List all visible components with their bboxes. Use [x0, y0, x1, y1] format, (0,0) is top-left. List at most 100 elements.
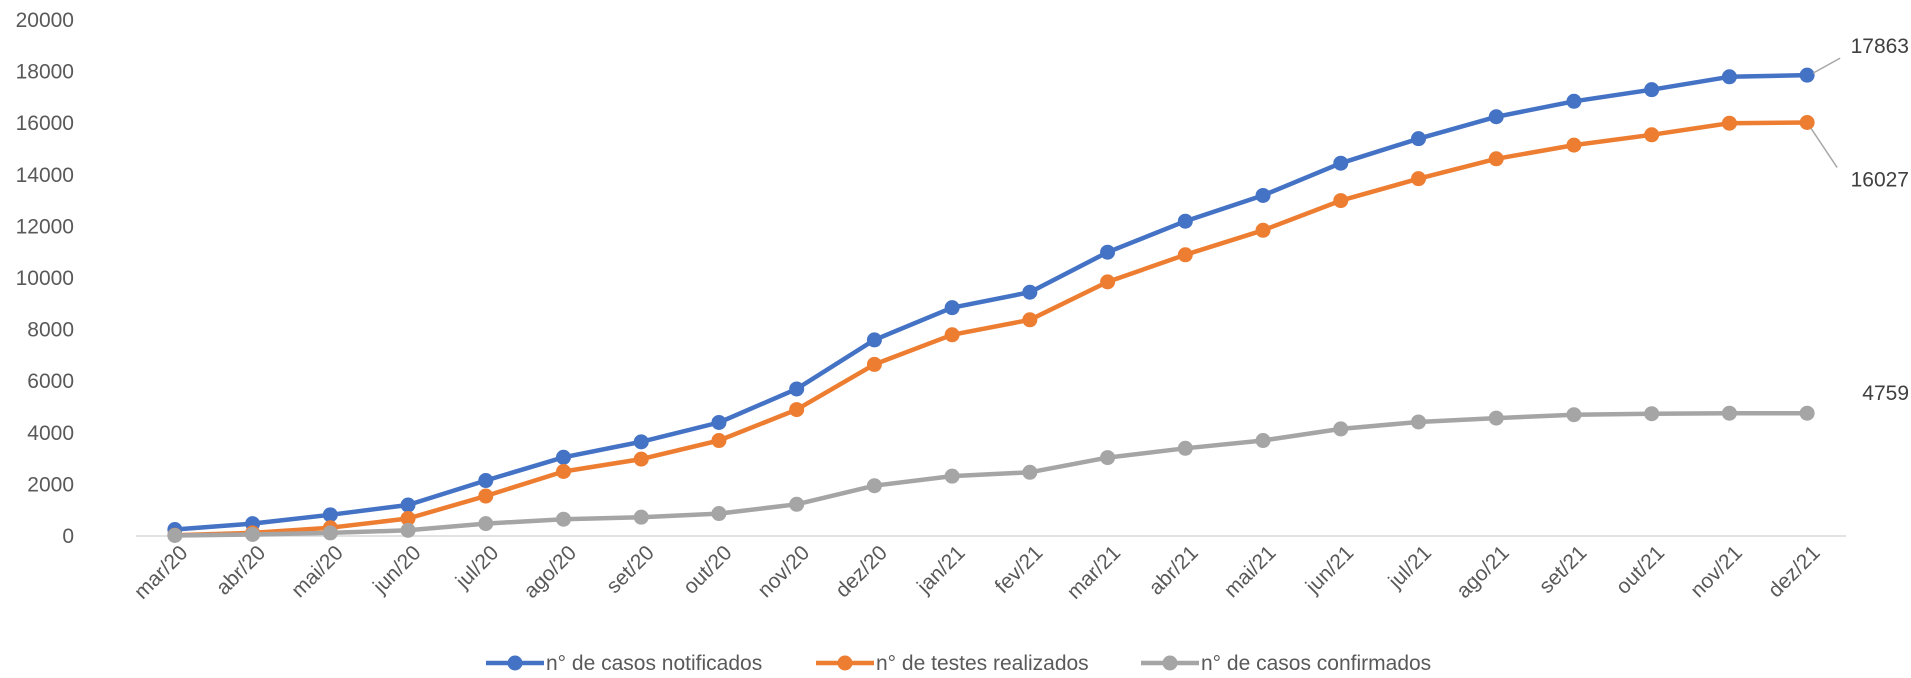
data-point	[167, 527, 183, 543]
legend-marker	[1162, 655, 1178, 671]
data-point	[1566, 137, 1582, 153]
data-point	[789, 402, 805, 418]
data-point	[1488, 109, 1504, 125]
x-tick-label: ago/20	[519, 541, 581, 603]
y-tick-label: 20000	[16, 9, 74, 32]
series-1	[167, 67, 1815, 538]
y-tick-label: 6000	[27, 370, 74, 393]
data-point	[789, 496, 805, 512]
data-point	[1022, 284, 1038, 300]
series-3	[167, 405, 1815, 543]
data-point	[1411, 131, 1426, 147]
x-tick-label: jun/20	[368, 541, 425, 598]
data-point	[944, 300, 960, 316]
x-tick-label: out/20	[679, 541, 737, 599]
data-point	[1177, 440, 1193, 456]
y-tick-label: 10000	[16, 267, 74, 290]
x-tick-label: mar/20	[130, 541, 192, 603]
data-point	[944, 327, 960, 343]
x-tick-label: jun/21	[1301, 541, 1358, 598]
legend-item: n° de testes realizados	[816, 652, 1089, 675]
x-axis: mar/20 abr/20 mai/20 jun/20 jul/20 ago/20 set/…	[130, 535, 1846, 604]
legend-marker	[507, 655, 523, 671]
series-layer	[167, 67, 1815, 543]
data-point	[1411, 414, 1426, 430]
data-point	[245, 526, 261, 542]
x-tick-label: nov/21	[1686, 541, 1747, 602]
x-tick-label: set/20	[602, 541, 659, 598]
y-tick-label: 8000	[27, 319, 74, 342]
data-point	[1644, 406, 1660, 422]
x-tick-label: dez/21	[1764, 541, 1825, 602]
data-point	[1333, 421, 1349, 437]
y-tick-label: 2000	[27, 473, 74, 496]
y-tick-label: 16000	[16, 112, 74, 135]
series-line	[172, 410, 1810, 538]
data-point	[1177, 213, 1193, 229]
legend-item: n° de casos notificados	[486, 652, 762, 675]
x-tick-label: out/21	[1612, 541, 1670, 599]
data-point	[1721, 405, 1737, 421]
data-point	[1022, 312, 1038, 328]
y-axis: 0 2000 4000 6000 8000 10000 12000 14000 16000 180…	[16, 9, 74, 548]
y-tick-label: 14000	[16, 164, 74, 187]
data-point	[1721, 115, 1737, 131]
data-point	[400, 522, 416, 538]
legend-marker	[837, 655, 853, 671]
legend-label: n° de casos confirmados	[1201, 652, 1431, 673]
legend-label: n° de testes realizados	[876, 652, 1089, 673]
x-tick-label: mai/21	[1220, 541, 1281, 602]
data-point	[633, 509, 649, 525]
series-line	[172, 120, 1810, 538]
x-tick-label: nov/20	[753, 541, 814, 602]
end-data-label: 4759	[1862, 382, 1909, 405]
data-point	[1255, 222, 1271, 238]
data-point	[1566, 93, 1582, 109]
data-point	[400, 497, 416, 513]
x-tick-label: mar/21	[1063, 541, 1125, 603]
data-point	[478, 516, 494, 532]
end-data-label: 16027	[1851, 169, 1909, 192]
x-tick-label: mai/20	[287, 541, 348, 602]
legend-label: n° de casos notificados	[546, 652, 762, 673]
leader-line	[1812, 57, 1841, 74]
x-tick-label: abr/20	[212, 541, 270, 599]
data-point	[322, 507, 338, 523]
legend-item: n° de casos confirmados	[1141, 652, 1431, 675]
data-point	[711, 506, 727, 522]
data-point	[1799, 67, 1815, 83]
x-tick-label: dez/20	[831, 541, 892, 602]
data-point	[711, 414, 727, 430]
y-tick-label: 12000	[16, 215, 74, 238]
end-data-label: 17863	[1851, 35, 1909, 58]
data-point	[789, 381, 805, 397]
data-point	[1799, 405, 1815, 421]
data-point	[1488, 151, 1504, 167]
data-point	[322, 525, 338, 541]
x-tick-label: fev/21	[991, 541, 1048, 598]
data-point	[866, 356, 882, 372]
data-point	[1566, 407, 1582, 423]
data-point	[400, 510, 416, 526]
series-line	[172, 72, 1810, 532]
legend: n° de casos notificados n° de testes real…	[486, 652, 1431, 675]
x-tick-label: ago/21	[1452, 541, 1514, 603]
y-tick-label: 4000	[27, 422, 74, 445]
y-tick-label: 0	[62, 525, 74, 548]
data-point	[556, 464, 571, 479]
data-point	[633, 451, 649, 467]
data-labels: 17863 16027 4759	[1810, 35, 1909, 405]
data-point	[866, 332, 882, 348]
x-tick-label: abr/21	[1144, 541, 1202, 599]
series-2	[167, 115, 1815, 543]
data-point	[556, 511, 571, 527]
data-point	[1100, 244, 1116, 260]
data-point	[1411, 171, 1426, 187]
x-tick-label: jul/20	[451, 541, 503, 593]
x-tick-label: set/21	[1535, 541, 1592, 598]
data-point	[1255, 433, 1271, 449]
data-point	[1100, 450, 1116, 466]
data-point	[1100, 274, 1116, 290]
